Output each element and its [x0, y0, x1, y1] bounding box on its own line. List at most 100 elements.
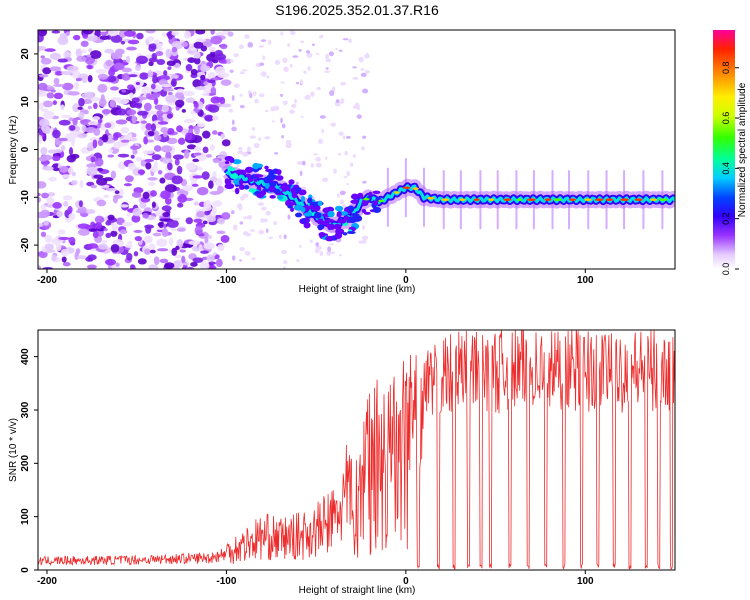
noise-blob	[336, 193, 340, 198]
noise-blob	[107, 214, 115, 221]
noise-blob	[195, 86, 206, 91]
noise-blob	[260, 71, 267, 77]
noise-blob	[203, 40, 213, 46]
noise-blob	[198, 244, 203, 252]
noise-blob	[40, 57, 52, 65]
noise-blob	[335, 99, 340, 104]
noise-blob	[282, 100, 289, 105]
noise-blob	[117, 153, 130, 158]
noise-blob	[354, 102, 360, 109]
ridge-blob	[361, 208, 367, 214]
spectrogram-x-ticks: -200 -100 0 100	[37, 269, 594, 286]
noise-blob	[63, 200, 69, 207]
noise-blob	[194, 152, 202, 156]
ridge-blob	[304, 217, 310, 223]
noise-blob	[110, 230, 118, 237]
noise-blob	[38, 156, 48, 162]
noise-blob	[121, 73, 131, 81]
noise-blob	[166, 127, 175, 135]
noise-blob	[110, 86, 119, 91]
ridge-blob	[266, 173, 277, 181]
noise-blob	[46, 86, 55, 91]
noise-blob	[100, 123, 106, 131]
noise-blob	[362, 224, 365, 230]
noise-blob	[105, 232, 112, 238]
ridge-blob	[347, 230, 356, 235]
noise-blob	[86, 163, 98, 168]
noise-blob	[202, 220, 208, 225]
noise-blob	[212, 115, 219, 121]
noise-blob	[93, 174, 104, 179]
noise-blob	[126, 84, 135, 90]
noise-blob	[137, 169, 146, 175]
spectrogram-y-tick-label: 0	[20, 146, 31, 152]
ridge-blob	[273, 188, 281, 194]
noise-blob	[325, 53, 330, 60]
noise-blob	[120, 139, 130, 143]
noise-blob	[90, 184, 98, 189]
noise-blob	[143, 136, 148, 145]
noise-blob	[319, 34, 324, 39]
noise-blob	[88, 228, 97, 232]
ridge-blob	[357, 192, 364, 199]
snr-panel: -200 -100 0 100 0 100 200 300 400 Height of str…	[8, 329, 676, 596]
noise-blob	[204, 210, 211, 216]
noise-blob	[60, 145, 66, 152]
noise-blob	[164, 262, 175, 269]
noise-blob	[215, 258, 223, 268]
noise-blob	[130, 102, 141, 108]
ridge-blob	[314, 211, 322, 219]
noise-blob	[58, 236, 70, 241]
noise-blob	[194, 125, 200, 135]
noise-blob	[329, 90, 335, 96]
noise-blob	[131, 214, 141, 223]
ridge-blob	[373, 200, 379, 206]
noise-blob	[182, 185, 194, 192]
noise-blob	[94, 158, 104, 167]
noise-blob	[325, 67, 329, 70]
noise-blob	[87, 105, 92, 110]
noise-blob	[307, 66, 311, 71]
noise-blob	[202, 146, 209, 154]
noise-blob	[66, 65, 79, 72]
noise-blob	[144, 158, 154, 163]
ridge-blob	[264, 165, 269, 170]
noise-blob	[71, 180, 78, 186]
noise-blob	[331, 86, 336, 92]
noise-blob	[58, 137, 68, 142]
noise-blob	[200, 64, 208, 73]
noise-blob	[86, 166, 98, 176]
noise-blob	[211, 130, 218, 135]
noise-blob	[342, 38, 349, 41]
noise-blob	[291, 103, 297, 109]
noise-blob	[210, 87, 217, 95]
ridge-hotspot	[553, 198, 562, 201]
noise-blob	[135, 55, 148, 65]
noise-blob	[364, 70, 370, 74]
ridge-blob	[287, 202, 297, 206]
noise-blob	[70, 153, 80, 159]
noise-blob	[52, 202, 62, 209]
noise-blob	[221, 139, 231, 147]
noise-blob	[160, 190, 171, 200]
noise-blob	[38, 181, 47, 189]
noise-blob	[180, 39, 186, 43]
noise-blob	[137, 258, 147, 265]
noise-blob	[112, 195, 118, 204]
noise-blob	[245, 232, 252, 237]
noise-blob	[196, 186, 209, 196]
spectrogram-y-label: Frequency (Hz)	[8, 116, 19, 185]
ridge-blob	[262, 187, 271, 192]
noise-blob	[214, 66, 226, 75]
noise-blob	[338, 49, 343, 52]
noise-blob	[62, 195, 73, 201]
noise-blob	[110, 34, 123, 43]
noise-blob	[72, 70, 81, 80]
ridge-blob	[303, 212, 313, 217]
noise-blob	[179, 193, 185, 199]
ridge-blob	[342, 232, 348, 236]
noise-blob	[157, 121, 169, 125]
noise-blob	[93, 102, 98, 110]
noise-blob	[106, 75, 117, 83]
noise-blob	[229, 69, 234, 73]
